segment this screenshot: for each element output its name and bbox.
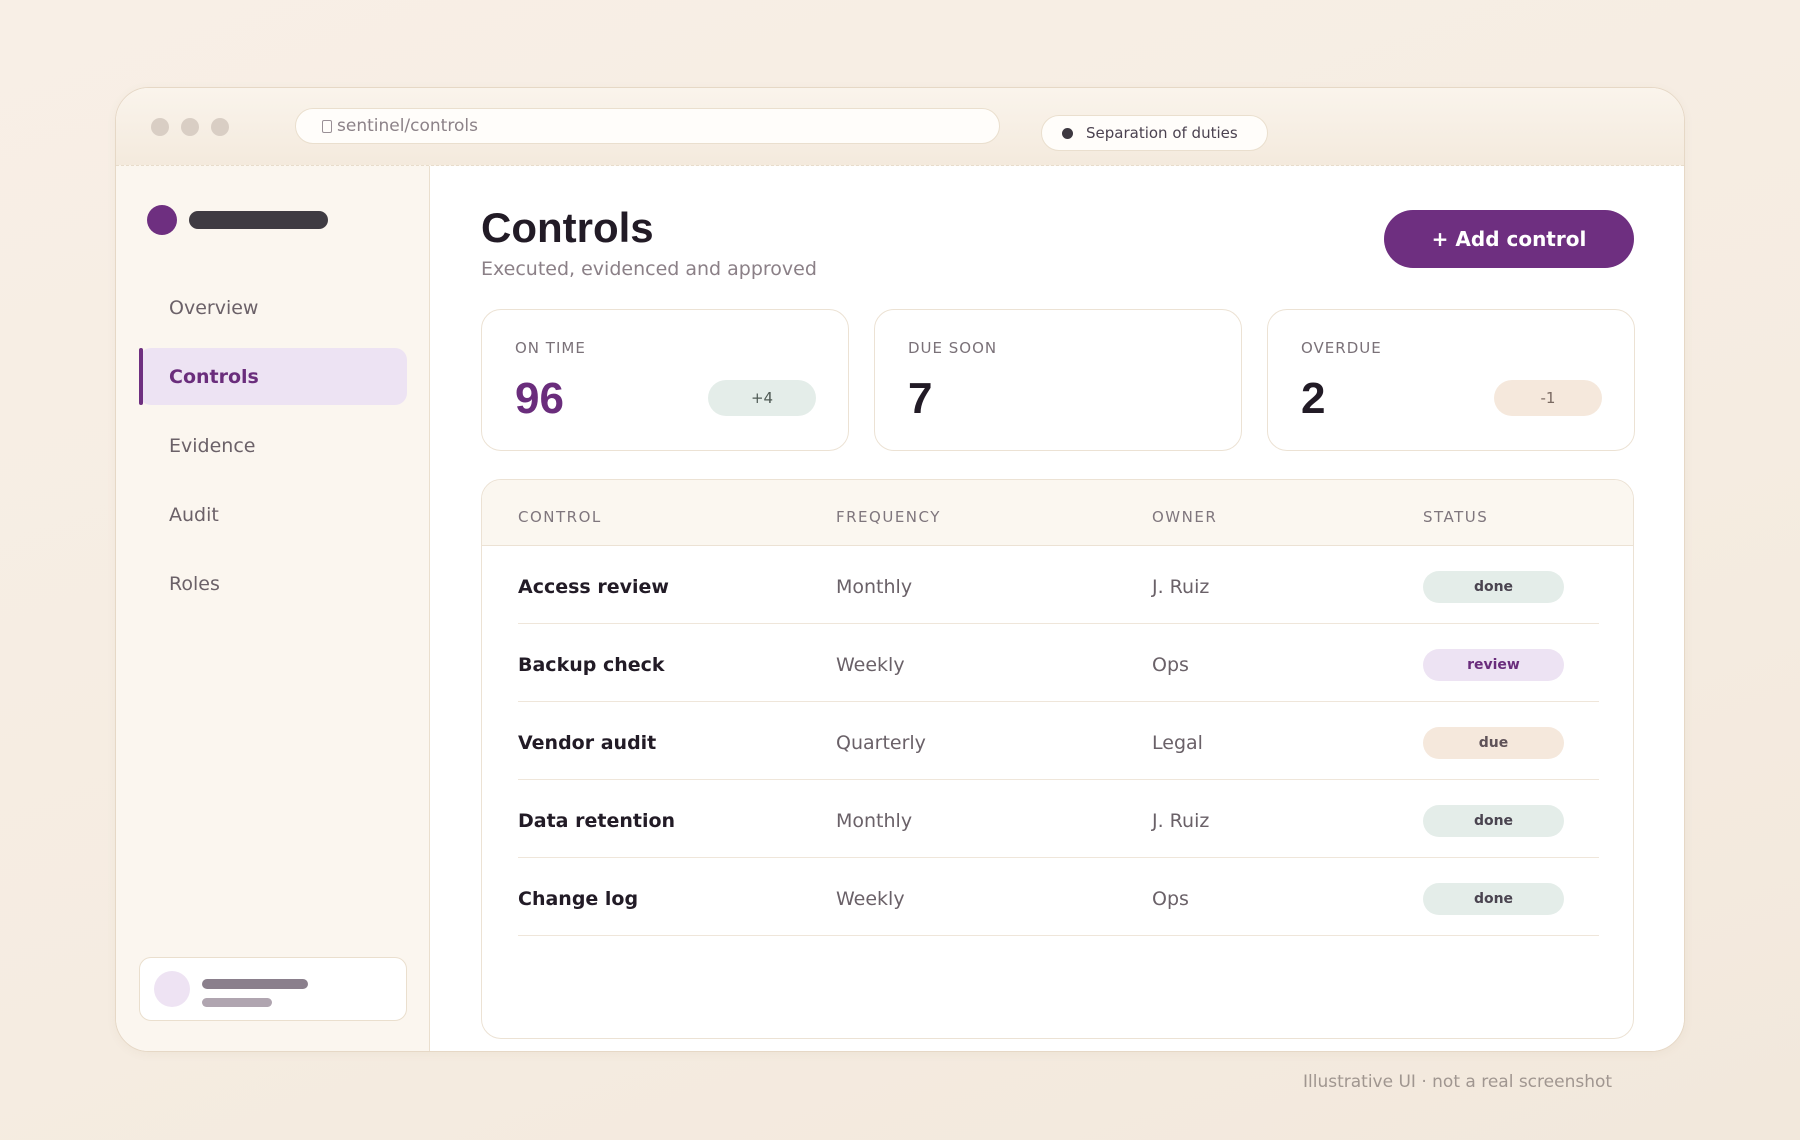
control-name: Data retention	[518, 810, 676, 832]
column-header-control[interactable]: CONTROL	[518, 508, 602, 526]
control-owner: Legal	[1152, 732, 1203, 754]
stat-card-on-time: ON TIME 96 +4	[481, 309, 849, 451]
control-frequency: Monthly	[836, 576, 913, 598]
stat-label: DUE SOON	[908, 339, 998, 357]
context-pill-label: Separation of duties	[1086, 124, 1238, 142]
sidebar-item-controls[interactable]: Controls	[139, 348, 407, 405]
sidebar-item-label: Evidence	[169, 434, 256, 457]
lock-icon	[322, 119, 332, 133]
sidebar-item-roles[interactable]: Roles	[139, 555, 407, 612]
user-name-placeholder	[202, 979, 308, 989]
brand-logo-icon	[147, 205, 177, 235]
status-badge: done	[1423, 805, 1564, 837]
control-frequency: Quarterly	[836, 732, 926, 754]
add-control-button[interactable]: + Add control	[1384, 210, 1634, 268]
footer-note: Illustrative UI · not a real screenshot	[1303, 1072, 1613, 1092]
user-role-placeholder	[202, 998, 272, 1007]
app-window: sentinel/controls Separation of duties O…	[115, 87, 1685, 1052]
stat-delta-badge: -1	[1494, 380, 1602, 416]
window-maximize-dot[interactable]	[211, 118, 229, 136]
control-name: Change log	[518, 888, 639, 910]
sidebar-item-label: Controls	[169, 365, 259, 388]
stat-delta-badge: +4	[708, 380, 816, 416]
address-text: sentinel/controls	[337, 116, 478, 136]
status-badge: done	[1423, 883, 1564, 915]
sidebar-item-overview[interactable]: Overview	[139, 279, 407, 336]
table-row[interactable]: Data retention Monthly J. Ruiz done	[518, 780, 1599, 858]
stat-card-overdue: OVERDUE 2 -1	[1267, 309, 1635, 451]
control-name: Backup check	[518, 654, 665, 676]
control-frequency: Weekly	[836, 888, 905, 910]
control-frequency: Weekly	[836, 654, 905, 676]
sidebar: Overview Controls Evidence Audit Roles	[116, 166, 430, 1051]
address-bar[interactable]: sentinel/controls	[295, 108, 1000, 144]
window-minimize-dot[interactable]	[181, 118, 199, 136]
stat-value: 7	[908, 374, 933, 423]
status-badge: done	[1423, 571, 1564, 603]
control-owner: J. Ruiz	[1152, 810, 1210, 832]
control-name: Access review	[518, 576, 669, 598]
sidebar-item-label: Audit	[169, 503, 219, 526]
main-content: Controls Executed, evidenced and approve…	[430, 166, 1684, 1051]
control-name: Vendor audit	[518, 732, 657, 754]
controls-table: CONTROL FREQUENCY OWNER STATUS Access re…	[481, 479, 1634, 1039]
stat-label: ON TIME	[515, 339, 586, 357]
control-frequency: Monthly	[836, 810, 913, 832]
status-badge: due	[1423, 727, 1564, 759]
user-profile-card[interactable]	[139, 957, 407, 1021]
avatar	[154, 971, 190, 1007]
column-header-owner[interactable]: OWNER	[1152, 508, 1218, 526]
window-close-dot[interactable]	[151, 118, 169, 136]
page-title: Controls	[481, 204, 654, 251]
table-row[interactable]: Vendor audit Quarterly Legal due	[518, 702, 1599, 780]
control-owner: J. Ruiz	[1152, 576, 1210, 598]
control-owner: Ops	[1152, 654, 1189, 676]
stat-card-due-soon: DUE SOON 7	[874, 309, 1242, 451]
control-owner: Ops	[1152, 888, 1189, 910]
table-row[interactable]: Access review Monthly J. Ruiz done	[518, 546, 1599, 624]
sidebar-item-label: Overview	[169, 296, 259, 319]
column-header-frequency[interactable]: FREQUENCY	[836, 508, 941, 526]
column-header-status[interactable]: STATUS	[1423, 508, 1489, 526]
table-header: CONTROL FREQUENCY OWNER STATUS	[482, 480, 1633, 546]
table-row[interactable]: Backup check Weekly Ops review	[518, 624, 1599, 702]
brand-name-placeholder	[189, 211, 328, 229]
context-pill[interactable]: Separation of duties	[1041, 115, 1268, 151]
sidebar-item-label: Roles	[169, 572, 220, 595]
page-subtitle: Executed, evidenced and approved	[481, 258, 817, 280]
sidebar-item-audit[interactable]: Audit	[139, 486, 407, 543]
sidebar-item-evidence[interactable]: Evidence	[139, 417, 407, 474]
table-row[interactable]: Change log Weekly Ops done	[518, 858, 1599, 936]
stat-value: 96	[515, 374, 564, 423]
status-dot-icon	[1062, 127, 1073, 139]
stat-value: 2	[1301, 374, 1326, 423]
status-badge: review	[1423, 649, 1564, 681]
sidebar-nav: Overview Controls Evidence Audit Roles	[139, 279, 407, 624]
title-bar: sentinel/controls Separation of duties	[116, 88, 1684, 166]
stat-label: OVERDUE	[1301, 339, 1382, 357]
